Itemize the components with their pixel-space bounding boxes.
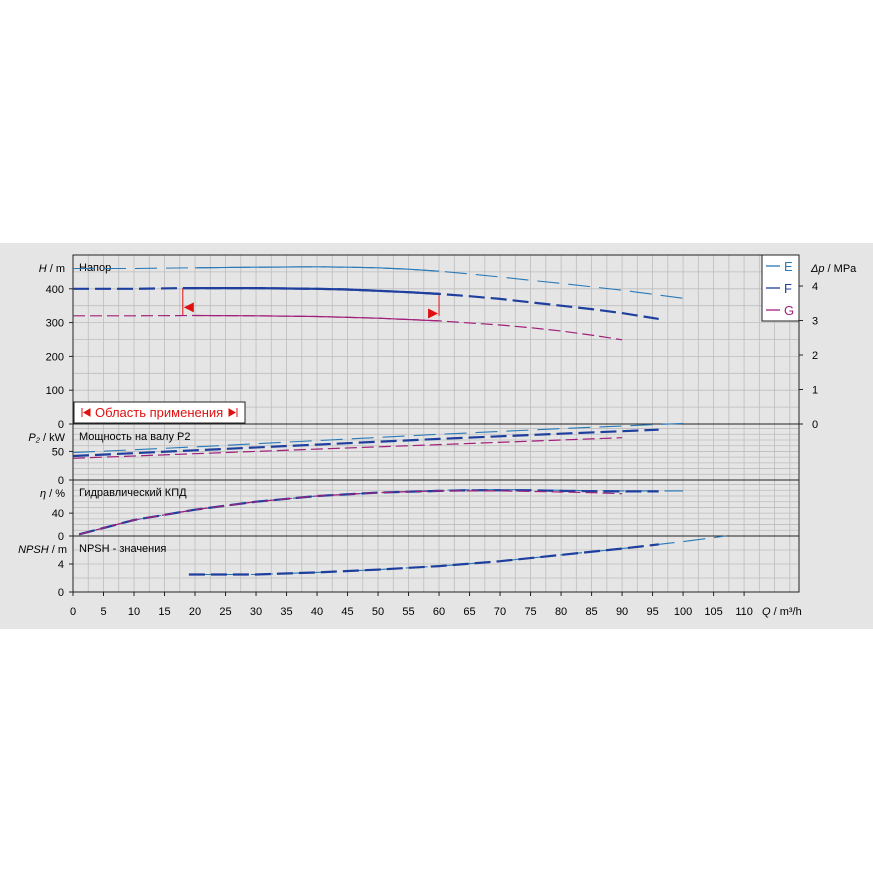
application-range-right-arrow	[428, 308, 439, 319]
panel-title-head: Напор	[79, 262, 111, 274]
x-tick-label: 70	[494, 606, 506, 618]
y2-tick-label: 2	[812, 350, 818, 362]
series-solid-F	[182, 287, 440, 295]
y-axis-label-efficiency: η / %	[40, 488, 65, 500]
y-axis-label-head: H / m	[39, 263, 65, 275]
x-tick-label: 25	[219, 606, 231, 618]
x-tick-label: 45	[341, 606, 353, 618]
x-tick-label: 95	[646, 606, 658, 618]
x-tick-label: 100	[674, 606, 692, 618]
x-tick-label: 10	[128, 606, 140, 618]
y-tick-label-efficiency: 40	[52, 508, 64, 520]
legend-label-F: F	[784, 281, 792, 296]
x-axis-label: Q / m³/h	[762, 606, 802, 618]
application-range-box-left-marker	[81, 408, 91, 417]
x-tick-label: 35	[280, 606, 292, 618]
y-axis-label-npsh: NPSH / m	[18, 544, 67, 556]
x-tick-label: 30	[250, 606, 262, 618]
series-line-head-G	[73, 314, 623, 341]
y-tick-label-power: 0	[58, 475, 64, 487]
x-tick-label: 85	[585, 606, 597, 618]
y2-axis-label: Δp / MPa	[810, 263, 857, 275]
y2-tick-label: 1	[812, 385, 818, 397]
x-tick-label: 55	[402, 606, 414, 618]
y2-tick-label: 0	[812, 419, 818, 431]
chart-panel: 0 100 200 300 400 H / m Напор 0 1 2 3 4 Δp / MPa Обла…	[0, 243, 873, 629]
y-tick-label-efficiency: 0	[58, 531, 64, 543]
application-range-left-arrow	[183, 302, 194, 313]
x-tick-label: 20	[189, 606, 201, 618]
legend-label-E: E	[784, 259, 793, 274]
panel-title-power: Мощность на валу P2	[79, 431, 191, 443]
series-line-efficiency-G	[78, 490, 623, 535]
application-range-box-right-marker	[228, 408, 238, 417]
series-line-power-F	[72, 428, 659, 458]
x-tick-label: 0	[70, 606, 76, 618]
y-tick-label-head: 100	[46, 385, 64, 397]
panel-title-efficiency: Гидравлический КПД	[79, 487, 187, 499]
series-solid-E	[194, 266, 440, 272]
x-tick-label: 110	[735, 606, 753, 618]
series-line-power-G	[72, 437, 623, 459]
series-line-npsh-F	[188, 543, 659, 576]
y2-tick-label: 3	[812, 316, 818, 328]
x-tick-label: 60	[433, 606, 445, 618]
panel-title-npsh: NPSH - значения	[79, 543, 166, 555]
x-tick-label: 80	[555, 606, 567, 618]
y-tick-label-power: 50	[52, 446, 64, 458]
y-tick-label-npsh: 0	[58, 587, 64, 599]
series-solid-G	[194, 314, 440, 322]
x-tick-label: 5	[100, 606, 106, 618]
legend-label-G: G	[784, 303, 794, 318]
x-tick-label: 50	[372, 606, 384, 618]
x-tick-label: 75	[524, 606, 536, 618]
x-tick-label: 90	[616, 606, 628, 618]
series-line-power-E	[72, 422, 684, 454]
y2-tick-label: 4	[812, 281, 818, 293]
application-range-label: Область применения	[95, 405, 223, 420]
x-tick-label: 65	[463, 606, 475, 618]
x-tick-label: 40	[311, 606, 323, 618]
y-tick-label-head: 300	[46, 318, 64, 330]
y-tick-label-head: 400	[46, 284, 64, 296]
x-tick-label: 15	[158, 606, 170, 618]
y-tick-label-npsh: 4	[58, 559, 64, 571]
y-axis-label-power: P₂ / kW	[28, 432, 65, 444]
application-range-box	[73, 401, 246, 424]
y-tick-label-head: 200	[46, 351, 64, 363]
y-tick-label-head: 0	[58, 419, 64, 431]
x-tick-label: 105	[704, 606, 722, 618]
